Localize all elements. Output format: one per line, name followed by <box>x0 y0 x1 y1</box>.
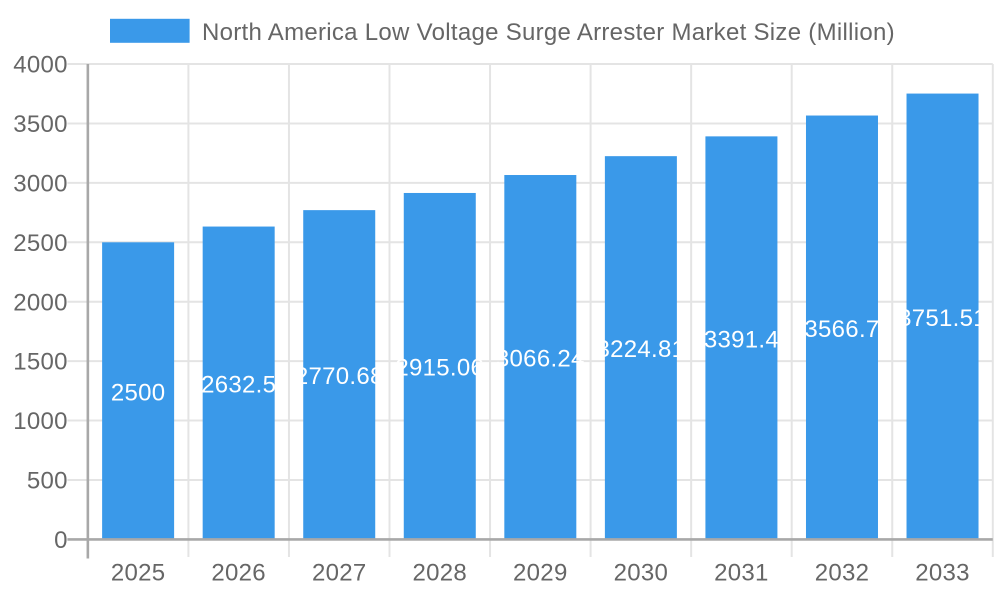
svg-text:2030: 2030 <box>614 559 669 586</box>
svg-text:1000: 1000 <box>13 408 68 435</box>
svg-text:2029: 2029 <box>513 559 568 586</box>
svg-text:2000: 2000 <box>13 289 68 316</box>
svg-text:3000: 3000 <box>13 170 68 197</box>
svg-text:3566.7: 3566.7 <box>804 316 879 343</box>
svg-text:500: 500 <box>27 468 68 495</box>
svg-text:North America Low Voltage Surg: North America Low Voltage Surge Arrester… <box>202 19 895 46</box>
svg-text:3224.81: 3224.81 <box>596 336 685 363</box>
svg-text:2915.06: 2915.06 <box>395 355 484 382</box>
svg-text:1500: 1500 <box>13 349 68 376</box>
svg-text:2027: 2027 <box>312 559 367 586</box>
svg-text:2500: 2500 <box>111 379 166 406</box>
svg-text:0: 0 <box>54 527 68 554</box>
svg-text:2770.68: 2770.68 <box>295 363 384 390</box>
svg-text:2025: 2025 <box>111 559 166 586</box>
svg-text:2500: 2500 <box>13 230 68 257</box>
svg-text:2033: 2033 <box>915 559 970 586</box>
svg-text:2028: 2028 <box>412 559 467 586</box>
svg-text:2632.5: 2632.5 <box>201 371 276 398</box>
svg-text:3066.24: 3066.24 <box>496 346 585 373</box>
svg-text:4000: 4000 <box>13 52 68 79</box>
svg-text:3751.51: 3751.51 <box>898 305 987 332</box>
svg-text:3391.4: 3391.4 <box>704 326 779 353</box>
svg-text:2032: 2032 <box>815 559 870 586</box>
svg-text:2026: 2026 <box>211 559 266 586</box>
svg-text:3500: 3500 <box>13 111 68 138</box>
svg-text:2031: 2031 <box>714 559 769 586</box>
